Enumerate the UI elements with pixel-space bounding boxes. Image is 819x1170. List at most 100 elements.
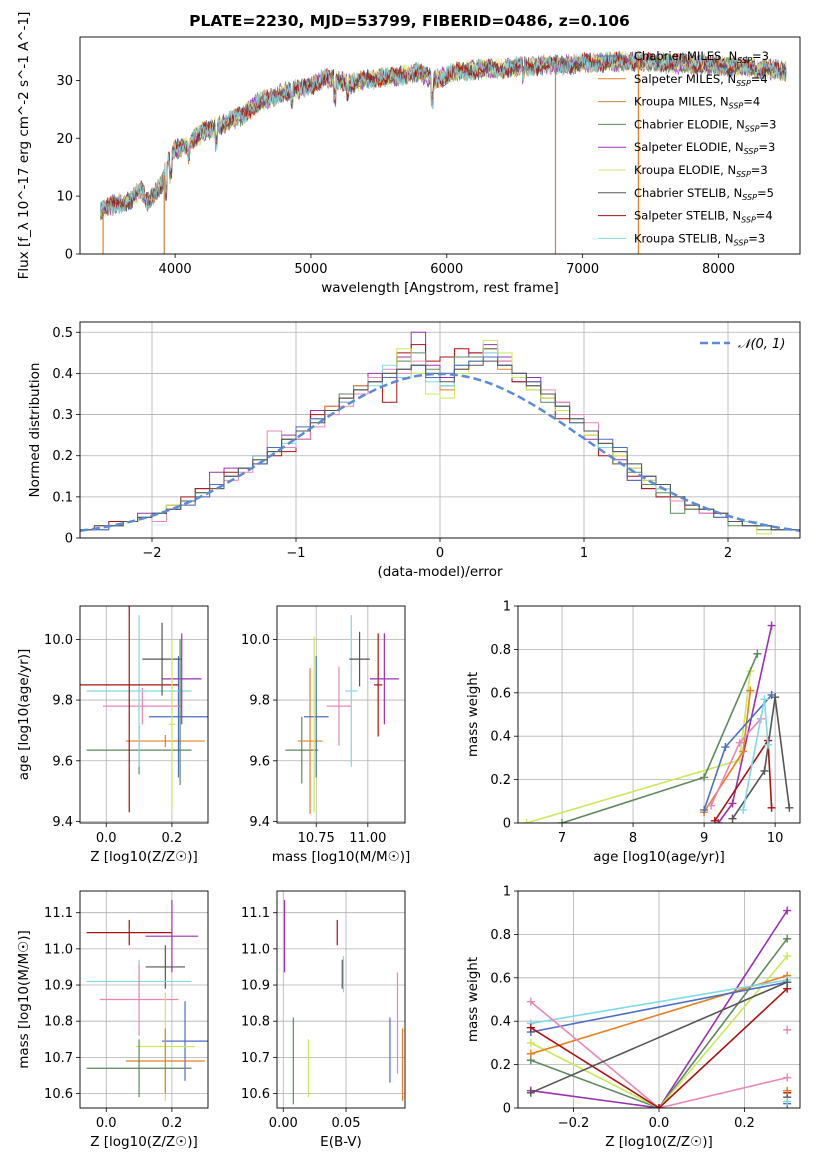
x-tick-label: 0.2	[162, 831, 183, 846]
y-tick-label: 9.6	[52, 754, 73, 769]
x-axis-label: (data-model)/error	[377, 564, 503, 580]
y-tick-label: 0.8	[490, 643, 511, 658]
plus-marker	[767, 803, 776, 812]
y-tick-label: 9.4	[249, 815, 270, 830]
y-tick-label: 10.7	[241, 1051, 270, 1066]
legend-entry: Chabrier MILES, NSSP=3	[634, 49, 769, 65]
residuals-panel: −2 −1 0 1 2 0 0.1 0.2 0.3 0.4 0.5 (data-model)/erro…	[27, 321, 801, 580]
spectrum-line	[100, 50, 787, 214]
y-axis-label: mass [log10(M/M☉)]	[16, 930, 32, 1069]
weight-lines	[522, 621, 794, 823]
x-tick-label: 2	[724, 546, 732, 561]
weight-line	[561, 653, 759, 823]
weight-line	[530, 910, 788, 1108]
y-tick-label: 0	[503, 1102, 511, 1117]
weight-vs-Z-panel: −0.2 0.0 0.2 0 0.2 0.4 0.6 0.8 1 Z [log10(Z/Z☉)] m…	[465, 885, 801, 1150]
plus-marker	[526, 1038, 535, 1047]
y-tick-label: 10.9	[241, 979, 270, 994]
y-tick-label: 9.8	[52, 694, 73, 709]
axes-frame	[517, 890, 801, 1109]
plus-marker	[707, 801, 716, 810]
plus-marker	[522, 819, 531, 823]
plus-marker	[783, 952, 792, 961]
axes-frame	[517, 605, 801, 824]
x-axis-label: Z [log10(Z/Z☉)]	[90, 1134, 198, 1150]
y-tick-label: 0.4	[490, 1015, 511, 1030]
plus-marker	[739, 805, 748, 814]
plus-marker	[710, 816, 719, 823]
y-tick-label: 0.5	[52, 326, 73, 341]
plus-marker	[558, 819, 567, 823]
axes-frame	[79, 321, 801, 539]
plus-marker	[760, 695, 769, 704]
y-tick-label: 0.4	[490, 730, 511, 745]
plus-marker	[785, 803, 794, 812]
x-tick-label: 9	[700, 831, 708, 846]
x-axis-label: wavelength [Angstrom, rest frame]	[321, 280, 559, 296]
plus-marker	[783, 1025, 792, 1034]
errorbars	[80, 606, 208, 813]
grid-lines	[80, 606, 208, 823]
plus-marker	[753, 649, 762, 658]
y-tick-label: 10.6	[241, 1087, 270, 1102]
y-tick-label: 11.1	[241, 906, 270, 921]
axes-frame	[79, 605, 209, 824]
plus-marker	[700, 773, 709, 782]
y-tick-label: 0	[503, 817, 511, 832]
x-tick-label: 10	[767, 831, 784, 846]
plus-marker	[764, 740, 773, 749]
legend-entry: Kroupa STELIB, NSSP=3	[634, 231, 765, 247]
y-tick-label: 0.2	[52, 449, 73, 464]
plus-marker	[771, 693, 780, 702]
y-tick-label: 0.3	[52, 408, 73, 423]
errorbars	[283, 900, 404, 1105]
legend-entry: Salpeter MILES, NSSP=4	[634, 72, 768, 88]
y-tick-label: 30	[56, 74, 73, 89]
figure-title: PLATE=2230, MJD=53799, FIBERID=0486, z=0…	[189, 12, 630, 30]
age-vs-Z-panel: 0.0 0.2 9.4 9.6 9.8 10.0 Z [log10(Z/Z☉)] age [l…	[16, 605, 209, 865]
legend-entry: Kroupa MILES, NSSP=4	[634, 95, 760, 111]
x-tick-label: 0.0	[649, 1116, 670, 1131]
x-axis-label: E(B-V)	[320, 1134, 362, 1150]
y-tick-label: 0.1	[52, 490, 73, 505]
legend-entry: Salpeter ELODIE, NSSP=3	[634, 140, 775, 156]
plus-marker	[700, 805, 709, 814]
y-tick-label: 10.6	[44, 1087, 73, 1102]
y-tick-label: 9.4	[52, 815, 73, 830]
x-tick-label: 8000	[702, 262, 735, 277]
y-tick-label: 11.0	[44, 942, 73, 957]
spectrum-line	[100, 51, 787, 214]
plus-marker	[746, 686, 755, 695]
histograms	[80, 331, 800, 538]
x-tick-label: 4000	[159, 262, 192, 277]
x-tick-label: 0.05	[332, 1116, 361, 1131]
x-tick-label: 11.00	[349, 831, 386, 846]
plus-marker	[526, 1088, 535, 1097]
y-tick-label: 10.0	[44, 633, 73, 648]
x-tick-label: −0.2	[558, 1116, 590, 1131]
x-axis-label: Z [log10(Z/Z☉)]	[90, 849, 198, 865]
weight-line	[530, 955, 788, 1108]
plus-marker	[739, 747, 748, 756]
x-tick-label: 5000	[294, 262, 327, 277]
y-axis-label: Flux [f_λ 10^-17 erg cm^-2 s^-1 A^-1]	[16, 12, 32, 280]
x-tick-label: 0	[436, 546, 444, 561]
legend-entry: Salpeter STELIB, NSSP=4	[634, 209, 773, 225]
x-tick-label: −2	[142, 546, 161, 561]
axes-frame	[276, 890, 406, 1109]
x-tick-label: 0.0	[96, 1116, 117, 1131]
plus-marker	[783, 1097, 792, 1106]
weight-vs-age-panel: 7 8 9 10 0 0.2 0.4 0.6 0.8 1 age [log10(age/yr)] ma…	[465, 600, 801, 865]
plus-marker	[728, 814, 737, 823]
y-tick-label: 0.2	[490, 1058, 511, 1073]
x-tick-label: 0.2	[734, 1116, 755, 1131]
y-tick-label: 0.6	[490, 971, 511, 986]
legend-entry: Kroupa ELODIE, NSSP=3	[634, 163, 768, 179]
weight-line	[530, 1001, 788, 1108]
mass-vs-ebv-panel: 0.00 0.05 10.6 10.7 10.8 10.9 11.0 11.1 E(B-V)	[241, 890, 406, 1150]
x-axis-label: Z [log10(Z/Z☉)]	[605, 1134, 713, 1150]
y-tick-label: 20	[56, 132, 73, 147]
x-tick-label: −1	[286, 546, 305, 561]
weight-line	[530, 979, 788, 1025]
y-tick-label: 10.9	[44, 979, 73, 994]
